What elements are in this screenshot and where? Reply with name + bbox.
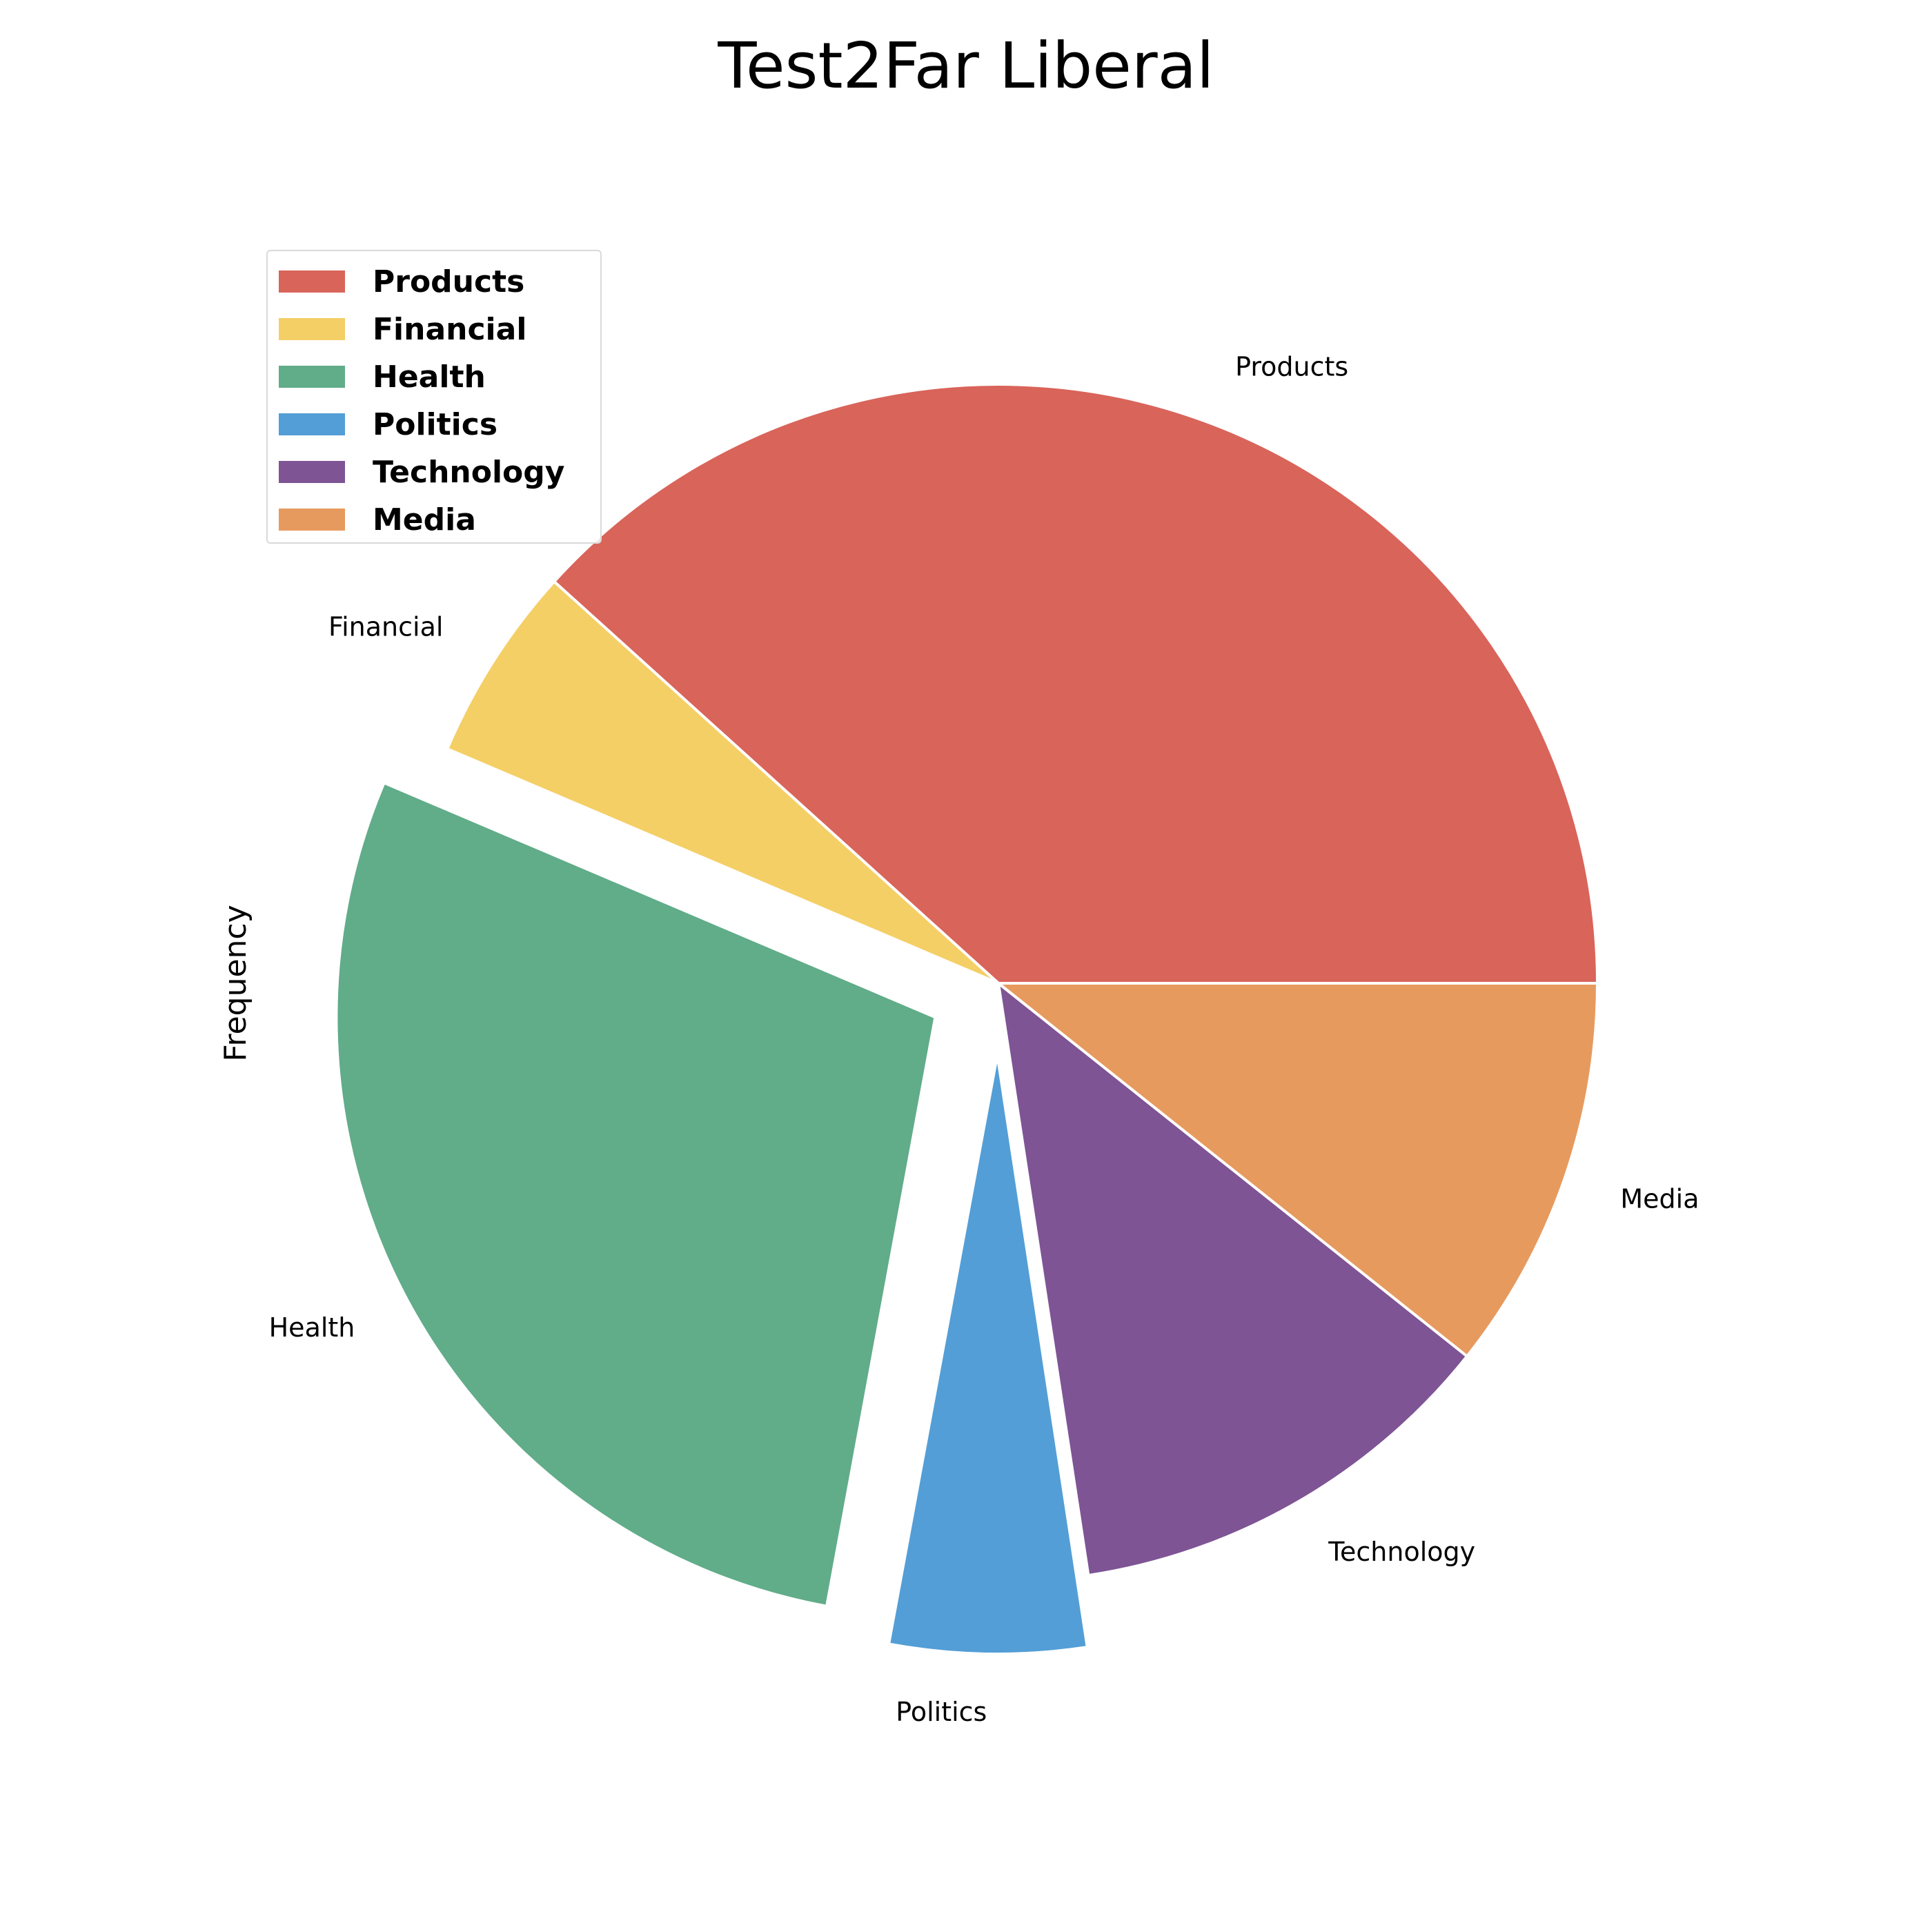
legend-item-media: Media: [279, 499, 476, 540]
legend-item-technology: Technology: [279, 451, 564, 493]
pie-slice-politics: [887, 1054, 1090, 1655]
slice-label-products: Products: [1235, 351, 1348, 382]
legend-label: Financial: [373, 311, 527, 347]
slice-label-media: Media: [1620, 1183, 1699, 1214]
slice-label-financial: Financial: [328, 611, 443, 642]
pie-slice-media: [994, 982, 1599, 1359]
y-axis-label: Frequency: [218, 905, 253, 1061]
legend-item-products: Products: [279, 261, 524, 302]
legend-swatch: [279, 509, 345, 531]
legend-item-health: Health: [279, 356, 486, 397]
pie-slices: [335, 383, 1599, 1655]
pie-slice-financial: [445, 580, 1000, 985]
legend-swatch: [279, 318, 345, 340]
legend-swatch: [279, 461, 345, 483]
legend-item-politics: Politics: [279, 404, 497, 445]
legend-swatch: [279, 413, 345, 435]
legend-label: Politics: [373, 406, 498, 442]
chart-title: Test2Far Liberal: [718, 29, 1214, 103]
legend-swatch: [279, 270, 345, 293]
pie-slice-technology: [996, 980, 1469, 1577]
legend-label: Health: [373, 359, 486, 395]
legend-label: Technology: [373, 454, 565, 490]
pie-slice-products: [552, 383, 1599, 985]
slice-label-technology: Technology: [1328, 1537, 1475, 1567]
slice-labels: Products Financial Health Politics Technolog…: [269, 351, 1699, 1727]
legend: Products Financial Health Politics Technolog…: [266, 250, 602, 544]
legend-label: Products: [373, 264, 525, 299]
pie-slice-health: [335, 780, 937, 1608]
legend-item-financial: Financial: [279, 308, 526, 350]
legend-swatch: [279, 366, 345, 388]
slice-label-politics: Politics: [896, 1697, 987, 1727]
legend-label: Media: [373, 502, 476, 538]
slice-label-health: Health: [269, 1312, 355, 1343]
